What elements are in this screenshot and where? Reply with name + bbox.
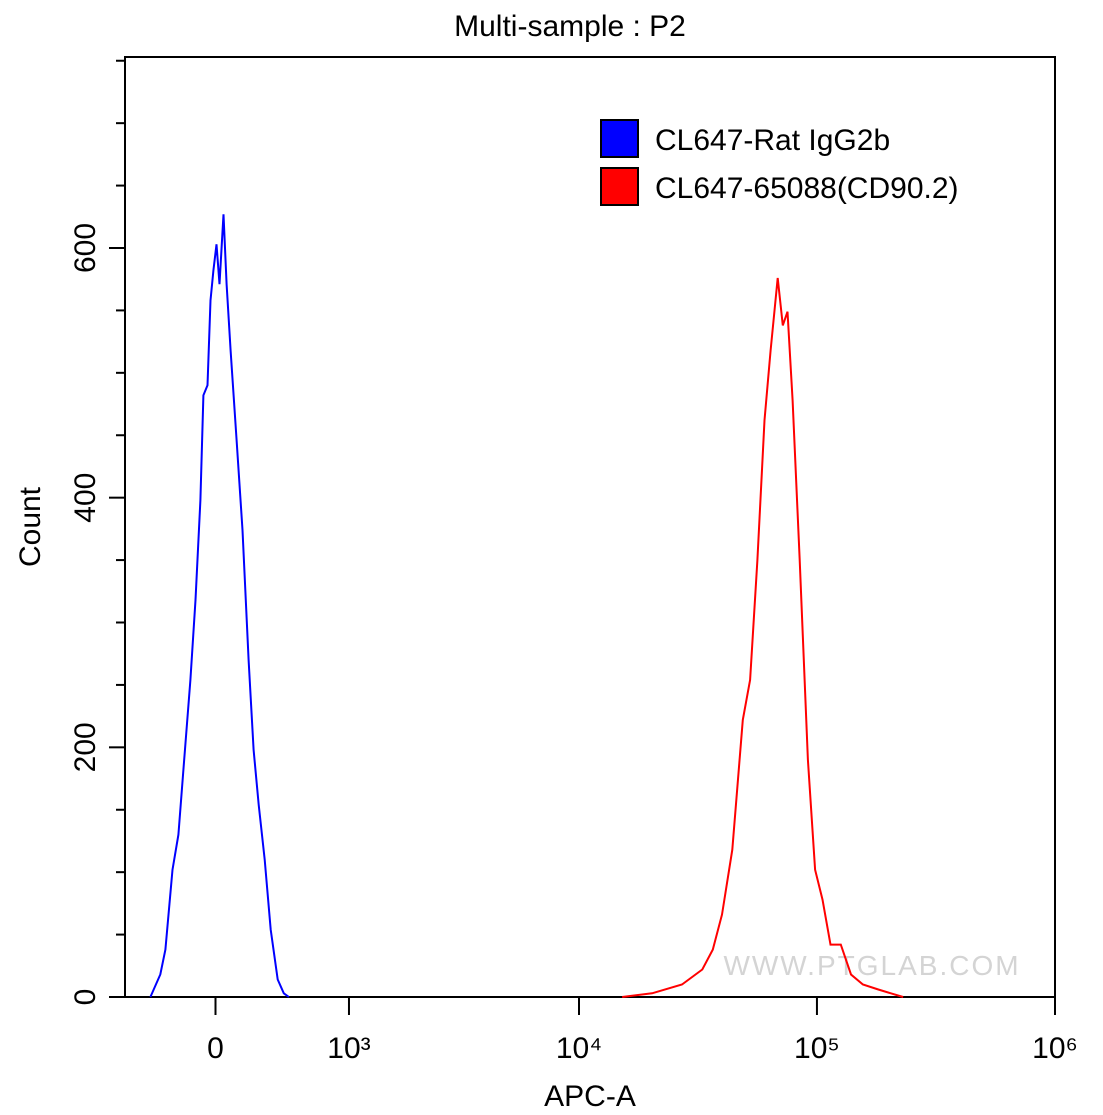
legend-label: CL647-65088(CD90.2): [655, 172, 959, 205]
legend-label: CL647-Rat IgG2b: [655, 124, 890, 157]
x-tick-label: 0: [207, 1032, 224, 1065]
y-tick-label: 200: [69, 722, 102, 772]
y-tick-label: 0: [69, 989, 102, 1006]
series-line: [149, 214, 290, 998]
x-axis-label: APC-A: [544, 1080, 636, 1113]
y-tick-label: 600: [69, 223, 102, 273]
y-tick-label: 400: [69, 473, 102, 523]
x-tick-label: 10⁶: [1032, 1032, 1078, 1065]
chart-title: Multi-sample : P2: [454, 10, 686, 43]
plot-frame: [124, 56, 1056, 998]
x-tick-label: 10³: [327, 1032, 370, 1065]
series-line: [622, 277, 904, 998]
x-tick-label: 10⁴: [556, 1032, 602, 1065]
legend-swatch: [600, 167, 639, 206]
legend-swatch: [600, 119, 639, 158]
y-axis-label: Count: [14, 486, 47, 567]
watermark: WWW.PTGLAB.COM: [723, 950, 1020, 981]
x-tick-label: 10⁵: [794, 1032, 840, 1065]
